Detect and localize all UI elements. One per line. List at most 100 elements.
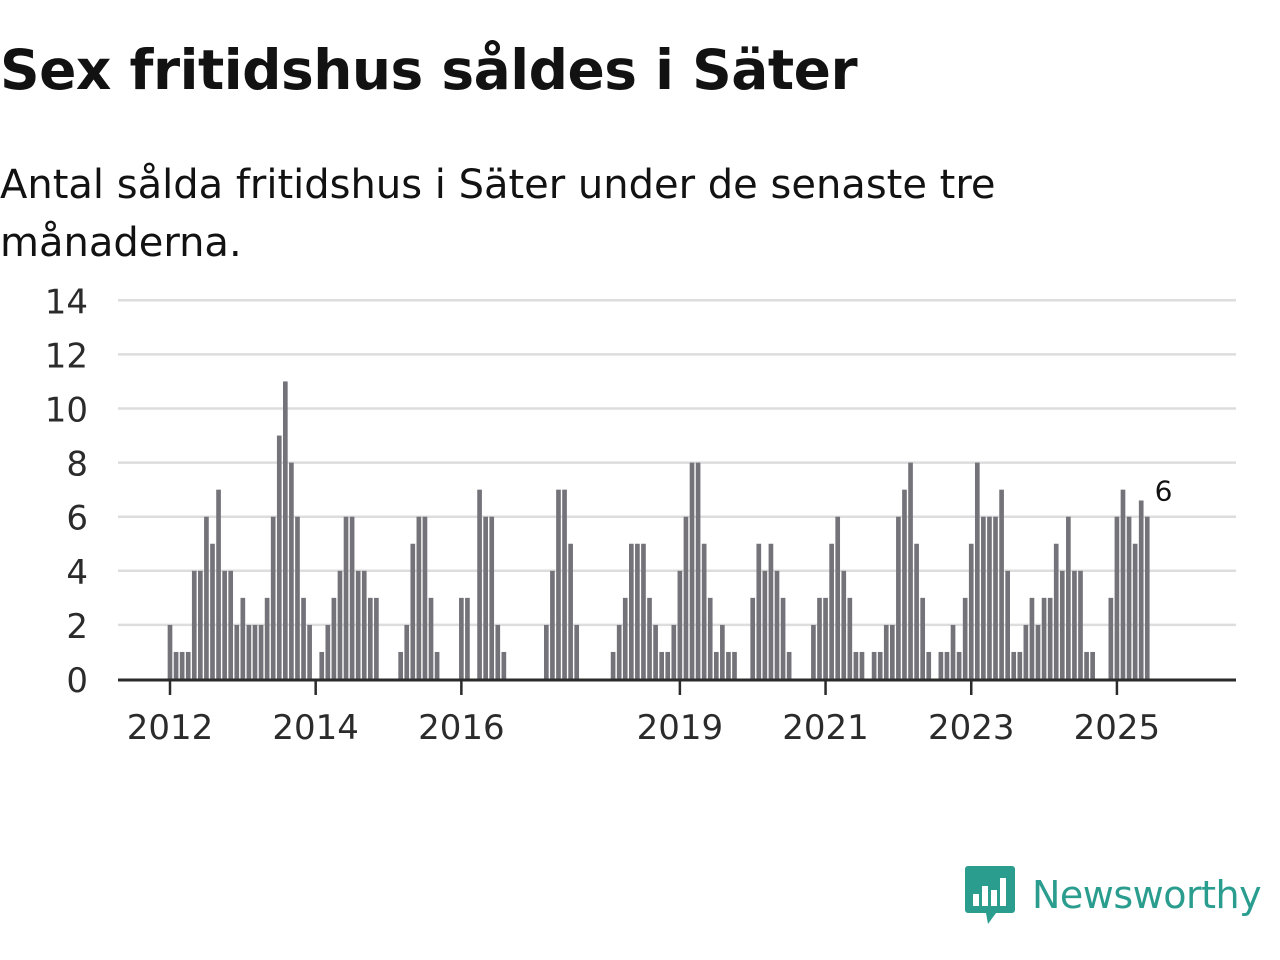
y-axis-tick-labels: 0 2 4 6 8 10 12 14 bbox=[45, 282, 88, 701]
bar bbox=[252, 624, 258, 679]
bar bbox=[732, 651, 737, 679]
x-tick-label: 2025 bbox=[1074, 708, 1161, 748]
bar bbox=[355, 570, 361, 679]
data-labels: 6 bbox=[1155, 475, 1173, 508]
bar bbox=[610, 651, 616, 679]
bar bbox=[1078, 570, 1083, 679]
bar bbox=[974, 462, 980, 679]
bar-chart: 0 2 4 6 8 10 12 14 2012 2014 2016 2019 2021 2023 2025… bbox=[45, 282, 1236, 748]
bar bbox=[550, 570, 555, 679]
bar bbox=[374, 597, 379, 679]
bar bbox=[987, 516, 992, 679]
bar bbox=[1066, 516, 1071, 679]
bar bbox=[349, 516, 355, 679]
bar bbox=[908, 462, 913, 679]
bar bbox=[246, 624, 252, 679]
bar bbox=[179, 651, 185, 679]
x-tick-label: 2019 bbox=[637, 708, 724, 748]
bar bbox=[1132, 543, 1138, 679]
bar bbox=[926, 651, 932, 679]
bar bbox=[1114, 516, 1120, 679]
bar bbox=[556, 489, 561, 679]
bar bbox=[574, 624, 580, 679]
bar bbox=[1138, 500, 1144, 679]
bar bbox=[622, 597, 628, 679]
bar bbox=[501, 651, 507, 679]
bar bbox=[1017, 651, 1023, 679]
newsworthy-logo-icon bbox=[965, 866, 1015, 924]
y-tick-label: 10 bbox=[45, 391, 88, 431]
bar bbox=[780, 597, 786, 679]
bar bbox=[483, 516, 488, 679]
bar bbox=[1144, 516, 1150, 679]
chart-title: Sex fritidshus såldes i Säter bbox=[0, 38, 858, 102]
newsworthy-logo: Newsworthy bbox=[964, 862, 1262, 928]
bar bbox=[665, 651, 671, 679]
bar bbox=[981, 516, 986, 679]
bar bbox=[877, 651, 883, 679]
bar bbox=[786, 651, 792, 679]
bar bbox=[191, 570, 197, 679]
bar bbox=[422, 516, 428, 679]
bar bbox=[1108, 597, 1114, 679]
bar bbox=[853, 651, 859, 679]
bar bbox=[331, 597, 337, 679]
bar bbox=[1084, 651, 1089, 679]
bar bbox=[938, 651, 944, 679]
bar bbox=[914, 543, 919, 679]
bar bbox=[434, 651, 440, 679]
bar bbox=[459, 597, 464, 679]
bar bbox=[1023, 624, 1029, 679]
bar bbox=[847, 597, 853, 679]
y-tick-label: 0 bbox=[66, 661, 88, 701]
bar bbox=[270, 516, 276, 679]
brand-name: Newsworthy bbox=[1032, 873, 1262, 917]
bar bbox=[883, 624, 889, 679]
bar bbox=[264, 597, 270, 679]
bar bbox=[222, 570, 227, 679]
x-tick-label: 2023 bbox=[928, 708, 1015, 748]
bar bbox=[1126, 516, 1132, 679]
bar bbox=[295, 516, 300, 679]
bar bbox=[956, 651, 962, 679]
bar bbox=[707, 597, 713, 679]
y-tick-label: 4 bbox=[66, 553, 88, 593]
bar bbox=[835, 516, 841, 679]
bar bbox=[361, 570, 367, 679]
bar bbox=[1011, 651, 1017, 679]
bar bbox=[859, 651, 865, 679]
gridlines bbox=[118, 299, 1236, 627]
bar bbox=[210, 543, 215, 679]
bar bbox=[616, 624, 622, 679]
bar bbox=[325, 624, 331, 679]
bar bbox=[283, 381, 288, 679]
bar bbox=[240, 597, 246, 679]
bar bbox=[756, 543, 762, 679]
bar bbox=[1090, 651, 1095, 679]
bar bbox=[968, 543, 974, 679]
bar bbox=[762, 570, 768, 679]
bar bbox=[1072, 570, 1077, 679]
bar bbox=[495, 624, 501, 679]
bar bbox=[750, 597, 756, 679]
bar bbox=[544, 624, 549, 679]
bar bbox=[713, 651, 719, 679]
bar bbox=[701, 543, 707, 679]
bar bbox=[683, 516, 689, 679]
x-tick-label: 2016 bbox=[418, 708, 505, 748]
bar bbox=[677, 570, 683, 679]
y-tick-label: 12 bbox=[45, 336, 88, 376]
bar bbox=[1035, 624, 1041, 679]
bar bbox=[1053, 543, 1059, 679]
bar bbox=[198, 570, 203, 679]
bar bbox=[823, 597, 828, 679]
bar bbox=[841, 570, 847, 679]
y-tick-label: 8 bbox=[66, 445, 88, 485]
bar bbox=[258, 624, 264, 679]
bar bbox=[301, 597, 306, 679]
bar bbox=[902, 489, 907, 679]
bar bbox=[774, 570, 780, 679]
bar bbox=[465, 597, 470, 679]
bar bbox=[993, 516, 998, 679]
bar bbox=[1005, 570, 1010, 679]
